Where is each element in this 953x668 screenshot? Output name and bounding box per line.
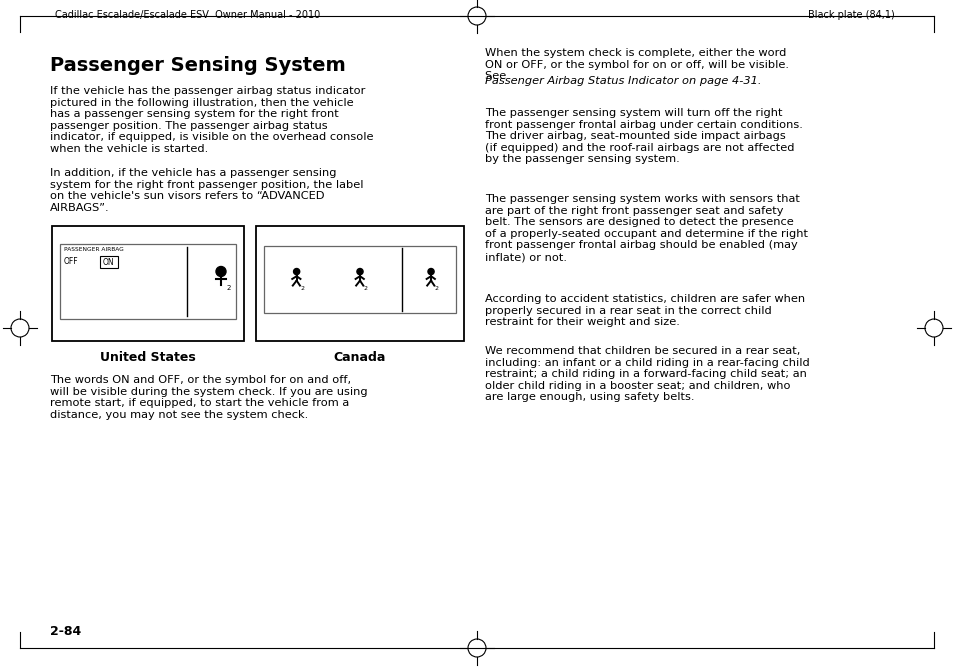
Text: 2: 2	[300, 285, 304, 291]
Text: In addition, if the vehicle has a passenger sensing
system for the right front p: In addition, if the vehicle has a passen…	[50, 168, 363, 213]
Circle shape	[356, 269, 363, 275]
Text: 2: 2	[227, 285, 232, 291]
Circle shape	[428, 269, 434, 275]
Bar	[264, 246, 456, 313]
Text: Black plate (84,1): Black plate (84,1)	[807, 10, 894, 20]
Bar	[60, 244, 235, 319]
Text: Passenger Sensing System: Passenger Sensing System	[50, 56, 345, 75]
Bar	[255, 226, 463, 341]
Text: If the vehicle has the passenger airbag status indicator
pictured in the followi: If the vehicle has the passenger airbag …	[50, 86, 374, 154]
Text: OFF: OFF	[64, 257, 78, 266]
Text: 2: 2	[363, 285, 368, 291]
Text: 2: 2	[435, 285, 438, 291]
Text: Cadillac Escalade/Escalade ESV  Owner Manual - 2010: Cadillac Escalade/Escalade ESV Owner Man…	[55, 10, 320, 20]
Text: The words ON and OFF, or the symbol for on and off,
will be visible during the s: The words ON and OFF, or the symbol for …	[50, 375, 367, 420]
Text: The passenger sensing system will turn off the right
front passenger frontal air: The passenger sensing system will turn o…	[484, 108, 802, 164]
Text: PASSENGER AIRBAG: PASSENGER AIRBAG	[64, 247, 124, 252]
Text: We recommend that children be secured in a rear seat,
including: an infant or a : We recommend that children be secured in…	[484, 346, 809, 402]
Text: The passenger sensing system works with sensors that
are part of the right front: The passenger sensing system works with …	[484, 194, 807, 262]
Text: When the system check is complete, either the word
ON or OFF, or the symbol for : When the system check is complete, eithe…	[484, 48, 788, 81]
Text: According to accident statistics, children are safer when
properly secured in a : According to accident statistics, childr…	[484, 294, 804, 327]
Bar	[52, 226, 244, 341]
Text: 2-84: 2-84	[50, 625, 81, 638]
Bar	[100, 256, 118, 268]
Text: ON: ON	[103, 258, 114, 267]
Circle shape	[294, 269, 299, 275]
Text: Canada: Canada	[334, 351, 386, 364]
Circle shape	[215, 267, 226, 277]
Text: United States: United States	[100, 351, 195, 364]
Text: Passenger Airbag Status Indicator on page 4-31.: Passenger Airbag Status Indicator on pag…	[484, 76, 760, 86]
